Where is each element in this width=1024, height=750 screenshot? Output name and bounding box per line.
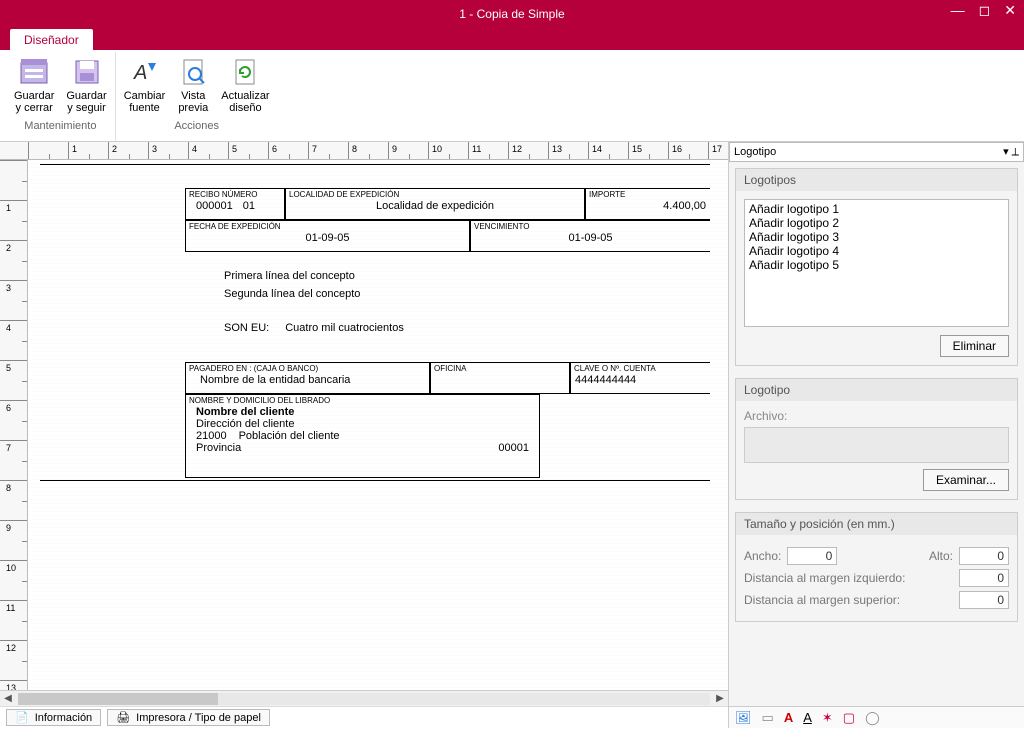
panel-logotipo: Logotipo Archivo: Examinar... (735, 378, 1018, 500)
ribbon-group-maintain: Guardar y cerrar Guardar y seguir Manten… (6, 52, 116, 141)
panel-title: Logotipos (736, 169, 1017, 191)
window-title: 1 - Copia de Simple (459, 7, 564, 21)
change-font-button[interactable]: A Cambiar fuente (118, 52, 172, 118)
save-close-button[interactable]: Guardar y cerrar (8, 52, 60, 118)
label-alto: Alto: (929, 549, 953, 563)
tab-printer[interactable]: 🖨 Impresora / Tipo de papel (107, 709, 270, 726)
browse-button[interactable]: Examinar... (923, 469, 1009, 491)
scroll-track[interactable] (18, 693, 710, 705)
field-linea2[interactable]: Segunda línea del concepto (220, 288, 364, 300)
blank-icon[interactable]: ▭ (762, 710, 774, 726)
scroll-left-icon[interactable]: ◀ (0, 693, 16, 704)
input-ancho[interactable] (787, 547, 837, 565)
side-header[interactable]: Logotipo ▾ ⟂ (729, 142, 1024, 162)
scroll-right-icon[interactable]: ▶ (712, 693, 728, 704)
field-fecha[interactable]: FECHA DE EXPEDICIÓN 01-09-05 (185, 220, 470, 252)
dropdown-pin-icons[interactable]: ▾ ⟂ (1003, 145, 1019, 159)
tab-strip: Diseñador (0, 28, 1024, 50)
field-librado[interactable]: NOMBRE Y DOMICILIO DEL LIBRADO Nombre de… (185, 394, 540, 478)
list-item[interactable]: Añadir logotipo 2 (749, 216, 1004, 230)
field-importe[interactable]: IMPORTE 4.400,00 (585, 188, 710, 220)
logo-list[interactable]: Añadir logotipo 1 Añadir logotipo 2 Añad… (744, 199, 1009, 327)
u-a-icon[interactable]: A (803, 710, 812, 725)
file-path-box (744, 427, 1009, 463)
refresh-icon (229, 56, 261, 88)
label-ancho: Ancho: (744, 549, 781, 563)
field-localidad[interactable]: LOCALIDAD DE EXPEDICIÓN Localidad de exp… (285, 188, 585, 220)
preview-button[interactable]: Vista previa (171, 52, 215, 118)
circle-icon[interactable]: ◯ (865, 710, 880, 726)
field-venc[interactable]: VENCIMIENTO 01-09-05 (470, 220, 710, 252)
vertical-ruler: 1234567891011121314 (0, 160, 28, 690)
svg-text:A: A (133, 62, 147, 84)
ribbon-group-label: Acciones (118, 118, 276, 134)
label-dist-izq: Distancia al margen izquierdo: (744, 571, 953, 585)
preview-icon (177, 56, 209, 88)
delete-button[interactable]: Eliminar (940, 335, 1009, 357)
title-bar: 1 - Copia de Simple — ◻ ✕ (0, 0, 1024, 28)
side-panel: Logotipo ▾ ⟂ Logotipos Añadir logotipo 1… (729, 142, 1024, 728)
maximize-icon[interactable]: ◻ (979, 2, 991, 19)
input-dist-sup[interactable] (959, 591, 1009, 609)
ribbon: Guardar y cerrar Guardar y seguir Manten… (0, 50, 1024, 142)
save-continue-button[interactable]: Guardar y seguir (60, 52, 112, 118)
horizontal-ruler: 1234567891011121314151617 (0, 142, 728, 160)
panel-title: Logotipo (736, 379, 1017, 401)
panel-title: Tamaño y posición (en mm.) (736, 513, 1017, 535)
refresh-button[interactable]: Actualizar diseño (215, 52, 275, 118)
square-icon[interactable]: ▢ (843, 710, 855, 726)
list-item[interactable]: Añadir logotipo 4 (749, 244, 1004, 258)
status-tabs: 📄 Información 🖨 Impresora / Tipo de pape… (0, 706, 728, 728)
design-canvas-area: 1234567891011121314151617 12345678910111… (0, 142, 729, 728)
panel-logotipos: Logotipos Añadir logotipo 1 Añadir logot… (735, 168, 1018, 366)
list-item[interactable]: Añadir logotipo 5 (749, 258, 1004, 272)
ribbon-group-label: Mantenimiento (8, 118, 113, 134)
save-close-icon (18, 56, 50, 88)
field-recibo-num[interactable]: RECIBO NÚMERO 00000101 (185, 188, 285, 220)
font-icon: A (129, 56, 161, 88)
close-icon[interactable]: ✕ (1004, 2, 1016, 19)
minimize-icon[interactable]: — (951, 2, 965, 19)
label-archivo: Archivo: (744, 409, 1009, 423)
list-item[interactable]: Añadir logotipo 3 (749, 230, 1004, 244)
star-icon[interactable]: ✶ (822, 710, 833, 726)
ribbon-group-actions: A Cambiar fuente Vista previa Actualizar… (116, 52, 278, 141)
save-continue-icon (71, 56, 103, 88)
design-canvas[interactable]: RECIBO NÚMERO 00000101 LOCALIDAD DE EXPE… (28, 160, 728, 690)
list-item[interactable]: Añadir logotipo 1 (749, 202, 1004, 216)
field-son[interactable]: SON EU: Cuatro mil cuatrocientos (220, 322, 408, 334)
tab-designer[interactable]: Diseñador (10, 29, 93, 50)
input-dist-izq[interactable] (959, 569, 1009, 587)
tab-info[interactable]: 📄 Información (6, 709, 101, 726)
scroll-thumb[interactable] (18, 693, 218, 705)
field-oficina[interactable]: OFICINA (430, 362, 570, 394)
info-icon: 📄 (15, 711, 29, 724)
image-icon[interactable]: 🖼 (735, 710, 752, 726)
field-linea1[interactable]: Primera línea del concepto (220, 270, 359, 282)
label-dist-sup: Distancia al margen superior: (744, 593, 953, 607)
bottom-icon-row: 🖼 ▭ A A ✶ ▢ ◯ (729, 706, 1024, 728)
printer-icon: 🖨 (116, 711, 130, 724)
panel-size-pos: Tamaño y posición (en mm.) Ancho: Alto: … (735, 512, 1018, 622)
horizontal-scrollbar[interactable]: ◀ ▶ (0, 690, 728, 706)
field-pagadero[interactable]: PAGADERO EN : (CAJA O BANCO) Nombre de l… (185, 362, 430, 394)
window-controls: — ◻ ✕ (951, 2, 1016, 19)
field-clave[interactable]: CLAVE O Nº. CUENTA 4444444444 (570, 362, 710, 394)
input-alto[interactable] (959, 547, 1009, 565)
red-a-icon[interactable]: A (784, 710, 793, 725)
